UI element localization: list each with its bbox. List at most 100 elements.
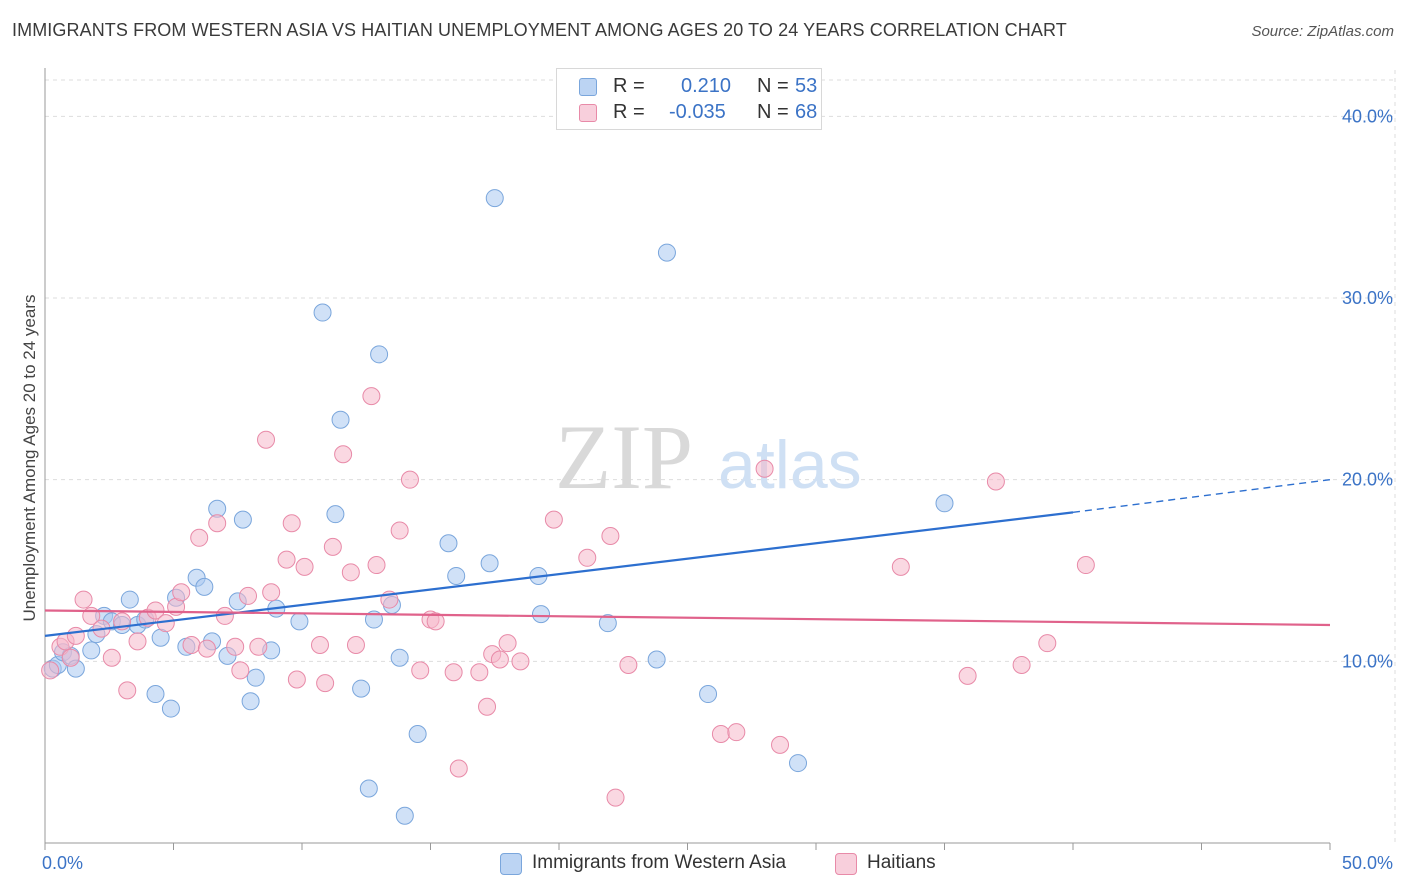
point-western-asia [390,648,409,667]
point-haitians [400,470,419,489]
watermark-atlas: atlas [718,427,862,503]
point-western-asia [647,650,666,669]
point-haitians [239,586,258,605]
point-haitians [102,648,121,667]
point-western-asia [699,685,718,704]
legend-r-label: R = [613,75,645,97]
trend-line-western-asia-extension [1072,478,1331,514]
point-haitians [190,528,209,547]
point-haitians [958,666,977,685]
point-haitians [711,725,730,743]
point-western-asia [313,303,332,322]
point-haitians [544,510,563,529]
point-western-asia [485,189,504,208]
point-haitians [172,583,191,602]
trend-lines [44,478,1331,637]
legend-swatch-blue [579,78,597,96]
point-haitians [578,548,597,567]
point-haitians [323,537,342,556]
point-western-asia [161,699,180,718]
point-haitians [606,788,625,807]
point-haitians [601,526,620,545]
point-western-asia [370,345,389,364]
point-western-asia [352,679,371,698]
legend-swatch-blue [500,853,522,875]
trend-line-haitians [44,609,1331,627]
point-haitians [197,639,216,658]
point-haitians [426,612,445,631]
point-western-asia [395,806,414,825]
legend-n-label: N = [757,75,789,97]
point-western-asia [359,779,378,798]
point-haitians [226,637,245,656]
y-tick-label: 40.0% [1342,106,1393,126]
point-haitians [316,674,335,693]
point-haitians [511,652,530,671]
point-haitians [619,655,638,674]
y-tick-label: 30.0% [1342,288,1393,308]
point-western-asia [195,577,214,596]
point-haitians [257,430,276,449]
point-haitians [346,635,365,654]
point-haitians [128,632,147,651]
point-haitians [295,557,314,576]
point-western-asia [598,614,617,633]
point-western-asia [146,685,165,704]
legend-n-value: 53 [795,75,818,97]
point-haitians [1038,634,1057,653]
legend-swatch-pink [579,104,597,122]
point-haitians [118,681,137,700]
correlation-legend: R = 0.210 N = 53 R = -0.035 N = 68 [556,68,822,130]
watermark: ZIP atlas [555,406,862,508]
point-western-asia [120,590,139,609]
point-western-asia [935,494,954,513]
point-haitians [341,563,360,582]
point-haitians [727,723,746,742]
x-tick-label: 50.0% [1342,853,1393,873]
axes [44,68,1331,850]
point-haitians [334,445,353,464]
point-western-asia [408,725,427,743]
y-axis-label: Unemployment Among Ages 20 to 24 years [20,294,39,622]
point-western-asia [82,641,101,660]
point-western-asia [290,612,309,631]
point-haitians [891,557,910,576]
y-tick-label: 10.0% [1342,651,1393,671]
point-haitians [74,590,93,609]
source-credit: Source: ZipAtlas.com [1251,23,1394,40]
point-haitians [362,387,381,406]
point-haitians [470,663,489,682]
trend-line-western-asia [44,511,1074,637]
legend-r-value: 0.210 [681,75,732,97]
point-western-asia [532,605,551,624]
point-haitians [282,514,301,533]
series-name: Haitians [867,852,936,873]
point-haitians [287,670,306,689]
point-western-asia [789,754,808,773]
point-haitians [367,556,386,575]
point-haitians [449,759,468,778]
data-points [41,189,1095,825]
tick-labels: 10.0% 20.0% 30.0% 40.0% 0.0% 50.0% [42,106,1393,873]
series-name: Immigrants from Western Asia [532,852,787,873]
legend-n-label: N = [757,101,789,123]
point-haitians [478,697,497,716]
watermark-zip: ZIP [555,406,693,508]
point-haitians [249,637,268,656]
point-haitians [498,634,517,653]
point-haitians [390,521,409,540]
point-western-asia [246,668,265,687]
chart-title: IMMIGRANTS FROM WESTERN ASIA VS HAITIAN … [12,20,1067,40]
point-haitians [277,550,296,569]
legend-n-value: 68 [795,101,818,123]
point-western-asia [331,410,350,429]
point-haitians [771,735,790,754]
point-western-asia [241,692,260,711]
point-haitians [41,661,60,680]
point-western-asia [657,243,676,262]
point-western-asia [233,510,252,529]
point-haitians [262,583,281,602]
legend-r-value: -0.035 [669,101,726,123]
point-haitians [310,635,329,654]
